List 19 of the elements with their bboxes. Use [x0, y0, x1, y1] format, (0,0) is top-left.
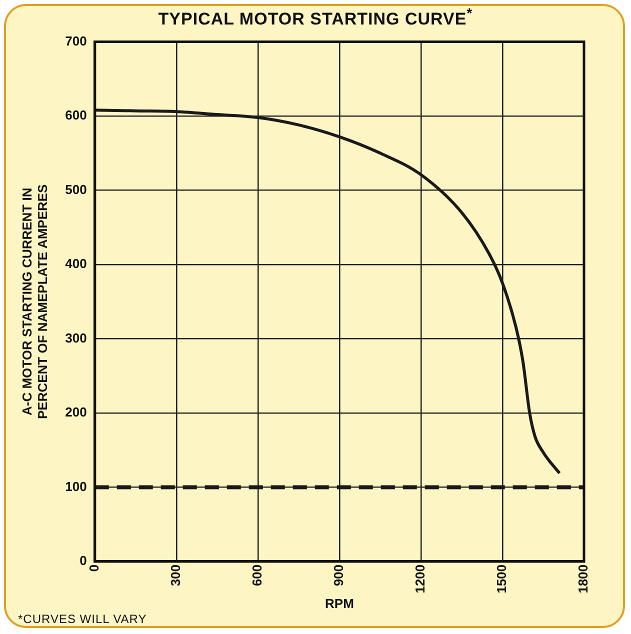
x-tick-label: 0	[86, 564, 102, 572]
y-tick-label: 500	[65, 182, 87, 197]
x-tick-label: 900	[331, 564, 346, 586]
y-tick-label: 100	[65, 478, 87, 494]
text: *CURVES WILL VARY	[18, 612, 147, 626]
x-tick-label: 600	[250, 564, 265, 586]
y-tick-label: 0	[80, 553, 87, 568]
y-tick-label: 700	[65, 33, 87, 48]
y-tick-label: 600	[65, 108, 87, 123]
y-axis-title: A-C MOTOR STARTING CURRENT IN PERCENT OF NAMEPLATE AMPERES	[19, 184, 50, 420]
chart-title: TYPICAL MOTOR STARTING CURVE$^{*}$	[157, 6, 474, 30]
x-tick-label: 1500	[494, 564, 510, 594]
x-axis-title: RPM	[325, 596, 354, 611]
x-tick-label: 300	[168, 564, 183, 586]
y-tick-label: 200	[65, 404, 87, 420]
y-tick-label: 400	[65, 256, 87, 272]
y-tick-label: 300	[65, 330, 87, 346]
x-tick-label: 1800	[576, 564, 591, 594]
x-tick-label: 1200	[412, 564, 428, 594]
